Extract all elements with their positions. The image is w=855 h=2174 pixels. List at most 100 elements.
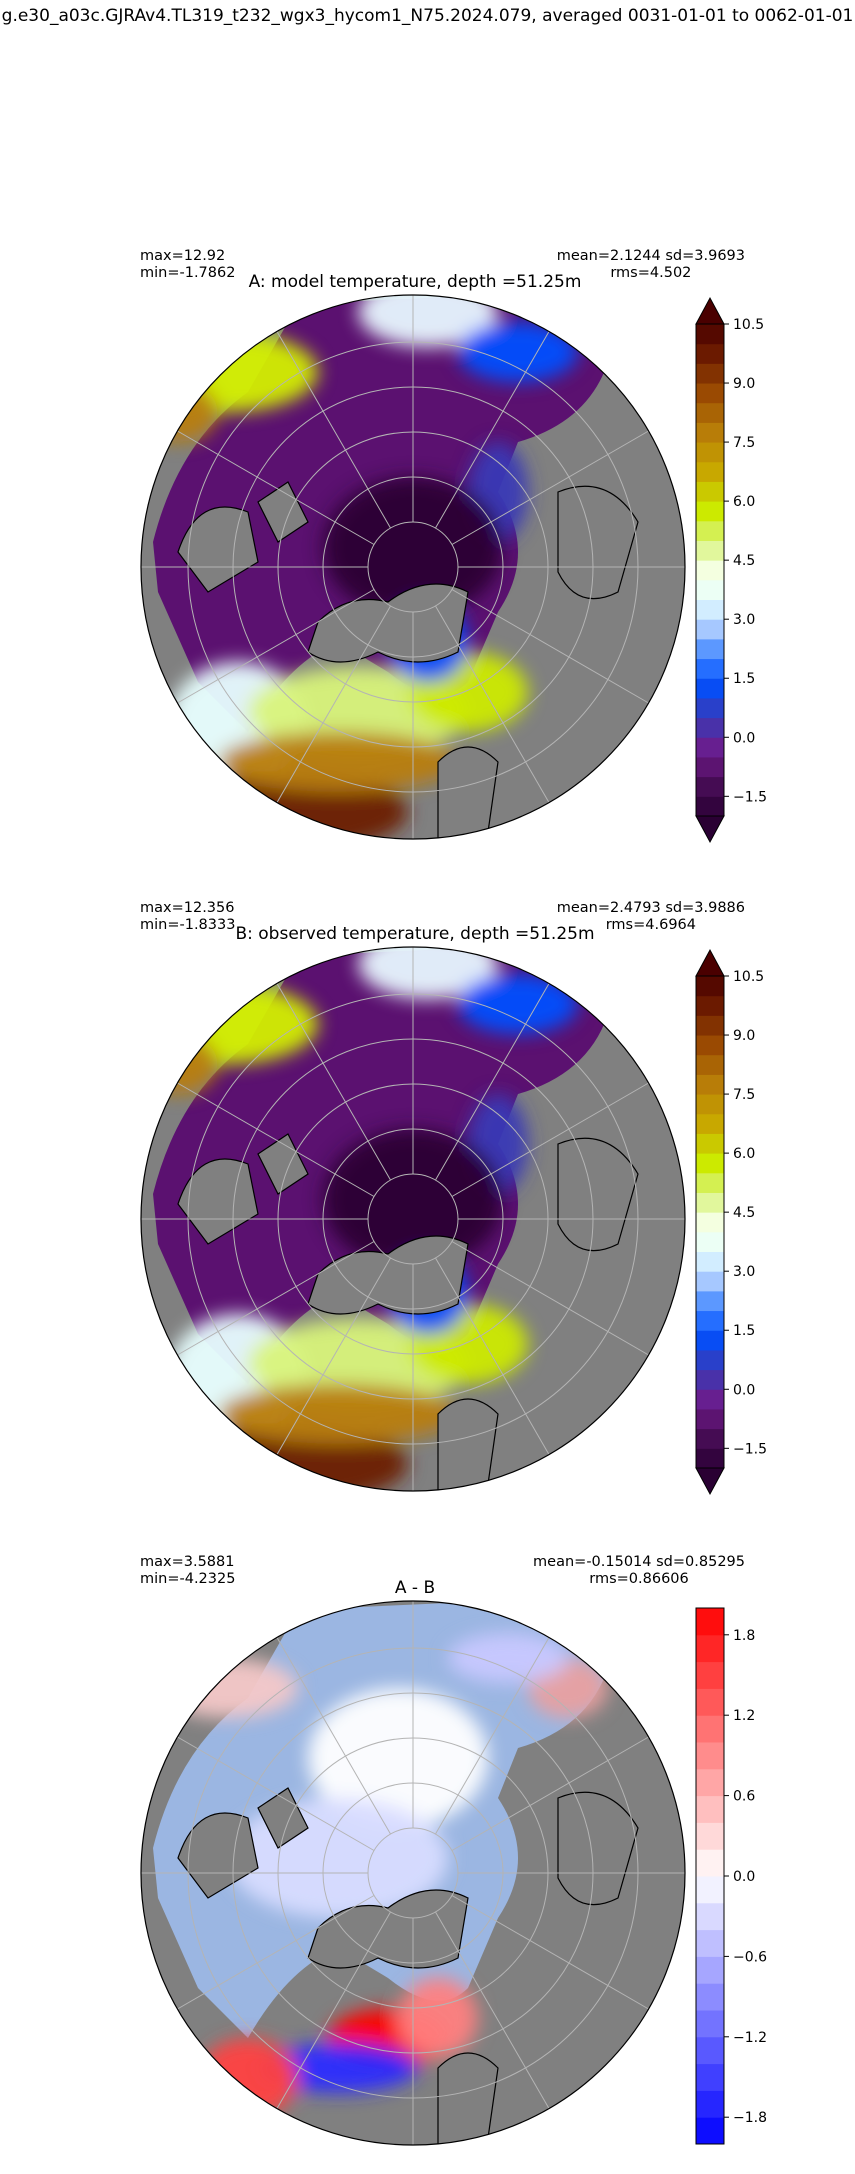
colorbar-tick-label: 3.0 (733, 1264, 755, 1280)
colorbar-tick-label: 7.5 (733, 1087, 755, 1103)
stat-rms: rms=0.86606 (589, 1571, 689, 1587)
land-masses (177, 1133, 639, 1491)
colorbar-tick-label: 6.0 (733, 1146, 755, 1162)
stat-rms: rms=4.6964 (605, 917, 696, 933)
colorbar-segment (696, 442, 724, 463)
colorbar-segment (696, 1983, 724, 2011)
graticule (141, 1601, 685, 2145)
colorbar-segment (696, 383, 724, 404)
figure-title: g.e30_a03c.GJRAv4.TL319_t232_wgx3_hycom1… (1, 6, 854, 26)
colorbar-segment (696, 1448, 724, 1469)
stat-max: max=12.356 (140, 900, 235, 916)
map-boundary (140, 1600, 686, 2146)
colorbar-segment (696, 1133, 724, 1154)
stat-rms: rms=4.502 (610, 265, 692, 281)
colorbar-segment (696, 1212, 724, 1233)
graticule (141, 295, 685, 839)
colorbar-segment (696, 1074, 724, 1095)
map-boundary (140, 946, 686, 1492)
polar-map (140, 946, 686, 1492)
panel-title: A - B (394, 1578, 436, 1598)
colorbar-segment (696, 776, 724, 797)
colorbar-segment (696, 976, 724, 997)
colorbar-segment (696, 1389, 724, 1410)
colorbar-tick-label: 3.0 (733, 612, 755, 628)
colorbar-segment (696, 1172, 724, 1193)
colorbar-segment (696, 1094, 724, 1115)
colorbar-segment (696, 1369, 724, 1390)
colorbar-segment (696, 995, 724, 1016)
colorbar-segment (696, 796, 724, 817)
colorbar-segment (696, 2010, 724, 2038)
colorbar-segment (696, 1956, 724, 1984)
colorbar-segment (696, 1113, 724, 1134)
stats-mean-sd-rms: mean=2.4793 sd=3.9886 rms=4.6964 (557, 900, 745, 934)
panel-model-temperature: max=12.92 min=-1.7862 mean=2.1244 sd=3.9… (0, 248, 855, 868)
stats-max-min: max=12.356 min=-1.8333 (140, 900, 235, 934)
graticule (141, 947, 685, 1491)
colorbar-tick-label: 0.0 (733, 1382, 755, 1398)
colorbar-segment (696, 501, 724, 522)
colorbar-tick-label: 1.5 (733, 671, 755, 687)
colorbar-segment (696, 461, 724, 482)
colorbar-segment (696, 1902, 724, 1931)
stat-min: min=-1.7862 (140, 265, 236, 281)
colorbar-segment (696, 1231, 724, 1253)
colorbar-tick-label: 4.5 (733, 553, 755, 569)
colorbar-segment (696, 363, 724, 384)
colorbar-segment (696, 560, 724, 581)
colorbar-segment (696, 1876, 724, 1904)
colorbar-segment (696, 1153, 724, 1174)
colorbar-segment (696, 1310, 724, 1331)
colorbar-tick-label: −1.5 (733, 789, 767, 805)
stats-mean-sd-rms: mean=-0.15014 sd=0.85295 rms=0.86606 (533, 1554, 745, 1588)
land-masses (177, 481, 639, 839)
colorbar-tick-label: 6.0 (733, 494, 755, 510)
colorbar-segment (696, 2036, 724, 2065)
colorbar-segment (696, 638, 724, 660)
colorbar-tick-label: 0.0 (733, 730, 755, 746)
colorbar-segment (696, 1688, 724, 1716)
colorbar-tick-label: 1.8 (733, 1628, 755, 1644)
colorbar-segment (696, 402, 724, 423)
colorbar-segment (696, 1822, 724, 1850)
colorbar-tick-label: 10.5 (733, 969, 764, 985)
colorbar-segment (696, 697, 724, 719)
colorbar-segment (696, 1408, 724, 1430)
colorbar-frame (695, 323, 725, 817)
colorbar-segment (696, 1634, 724, 1663)
colorbar-segment (696, 1428, 724, 1449)
colorbar-segment (696, 540, 724, 561)
colorbar-tick-label: 1.5 (733, 1323, 755, 1339)
panel-title: A: model temperature, depth =51.25m (248, 272, 582, 292)
colorbar-segment (696, 324, 724, 345)
stat-max: max=3.5881 (140, 1554, 235, 1570)
colorbar-segment (696, 343, 724, 364)
polar-map (140, 1600, 686, 2146)
colorbar-segment (696, 619, 724, 640)
stat-mean-sd: mean=2.4793 sd=3.9886 (556, 900, 745, 916)
colorbar-segment (696, 1330, 724, 1351)
colorbar-tick-label: 10.5 (733, 317, 764, 333)
panel-title: B: observed temperature, depth =51.25m (235, 924, 595, 944)
land-masses (177, 1787, 639, 2145)
stats-max-min: max=12.92 min=-1.7862 (140, 248, 235, 282)
colorbar-extend-min (695, 1467, 725, 1496)
colorbar-segment (696, 1929, 724, 1957)
colorbar-extend-max (695, 296, 725, 325)
colorbar-segment (696, 1271, 724, 1292)
colorbar-segment (696, 1192, 724, 1213)
colorbar: −1.5 0.0 1.5 3.0 4.5 6.0 7.5 9.0 10.5 (695, 948, 767, 1496)
colorbar-segment (696, 579, 724, 601)
colorbar-frame (695, 975, 725, 1469)
colorbar-segment (696, 658, 724, 679)
colorbar-segment (696, 2063, 724, 2091)
stat-min: min=-4.2325 (140, 1571, 236, 1587)
colorbar-segment (696, 1661, 724, 1689)
colorbar-segment (696, 1035, 724, 1056)
colorbar-segment (696, 1608, 724, 1636)
polar-map (140, 294, 686, 840)
colorbar-segment (696, 1795, 724, 1823)
stats-mean-sd-rms: mean=2.1244 sd=3.9693 rms=4.502 (557, 248, 745, 282)
colorbar-segment (696, 1849, 724, 1877)
